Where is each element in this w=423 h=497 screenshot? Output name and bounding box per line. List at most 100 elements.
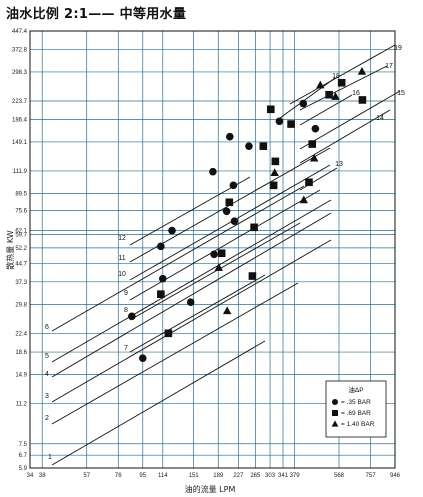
performance-curve-15: [299, 90, 401, 150]
triangle-data-point: [270, 168, 279, 177]
x-tick-label: 341: [278, 473, 289, 479]
square-data-point: [305, 178, 313, 187]
legend: 油ΔP = .35 BAR = .69 BAR = 1.40 BAR: [325, 380, 387, 438]
y-tick-label: 29.8: [15, 302, 27, 308]
x-tick-label: 757: [366, 473, 377, 479]
y-tick-label: 223.7: [12, 99, 28, 105]
legend-circle-icon: [332, 399, 338, 405]
circle-data-point: [157, 242, 165, 251]
performance-curve-2: [51, 282, 299, 425]
circle-data-point: [186, 298, 195, 306]
legend-item-label: = .35 BAR: [341, 399, 371, 406]
performance-curve-3: [51, 239, 332, 403]
circle-data-point: [245, 142, 253, 150]
x-tick-label: 265: [250, 473, 261, 479]
plot-frame: [29, 30, 396, 469]
performance-curve-12: [129, 176, 251, 246]
circle-data-point: [210, 250, 218, 259]
triangle-data-point: [316, 80, 325, 89]
circle-data-point: [311, 124, 320, 133]
square-data-point: [248, 272, 257, 280]
y-tick-label: 59.7: [15, 232, 27, 238]
triangle-data-point: [309, 153, 319, 162]
y-tick-label: 372.8: [12, 47, 28, 53]
curve-label-15: 15: [397, 90, 405, 97]
square-data-point: [157, 290, 165, 298]
circle-data-point: [226, 132, 234, 141]
circle-data-point: [275, 117, 284, 126]
y-tick-label: 298.3: [12, 70, 28, 76]
legend-square-icon: [332, 410, 338, 416]
performance-curve-5: [51, 199, 332, 363]
square-data-point: [217, 249, 226, 258]
curve-label-2: 2: [45, 415, 49, 422]
square-data-point: [358, 96, 367, 104]
x-tick-label: 303: [265, 473, 276, 479]
curve-label-4: 4: [45, 371, 49, 378]
legend-title: 油ΔP: [348, 385, 363, 394]
y-tick-label: 149.1: [12, 140, 28, 146]
y-tick-label: 89.5: [15, 191, 27, 197]
x-tick-label: 379: [290, 473, 301, 479]
triangle-data-point: [214, 263, 224, 271]
y-axis-label: 散热量 KW: [5, 230, 15, 270]
curve-label-16: 16: [352, 90, 360, 97]
x-tick-label: 151: [189, 473, 200, 479]
circle-data-point: [158, 274, 167, 283]
circle-data-point: [222, 207, 231, 216]
curve-label-19: 19: [394, 45, 402, 52]
curve-label-13: 13: [335, 161, 343, 168]
square-data-point: [269, 181, 278, 190]
triangle-data-point: [222, 306, 232, 315]
performance-curve-16: [299, 94, 353, 126]
performance-curve-1: [51, 340, 266, 466]
y-tick-label: 75.6: [15, 209, 27, 215]
y-tick-label: 14.9: [15, 372, 27, 378]
y-tick-label: 22.4: [15, 331, 27, 337]
triangle-data-point: [357, 66, 367, 75]
curve-label-1: 1: [48, 454, 52, 461]
legend-triangle-icon: [331, 420, 339, 427]
square-data-point: [287, 120, 295, 128]
performance-curve-13: [299, 167, 338, 191]
x-tick-label: 57: [83, 473, 90, 479]
triangle-data-point: [331, 92, 340, 100]
square-data-point: [225, 198, 234, 207]
x-tick-label: 189: [213, 473, 224, 479]
curve-label-10: 10: [118, 271, 126, 278]
performance-curve-10: [129, 164, 331, 281]
circle-data-point: [128, 312, 136, 321]
circle-data-point: [230, 217, 239, 226]
legend-item-label: = 1.40 BAR: [341, 421, 375, 428]
curve-label-12: 12: [118, 235, 126, 242]
square-data-point: [308, 140, 317, 148]
square-data-point: [337, 78, 346, 87]
curve-label-5: 5: [45, 353, 49, 360]
performance-curve-4: [51, 212, 332, 378]
curve-label-7: 7: [124, 345, 128, 352]
performance-curve-7: [129, 274, 266, 353]
x-tick-label: 76: [115, 473, 122, 479]
square-data-point: [271, 157, 280, 166]
curve-label-8: 8: [124, 307, 128, 314]
y-tick-label: 11.2: [16, 401, 28, 407]
triangle-data-point: [299, 195, 308, 204]
curve-label-18: 18: [332, 73, 340, 80]
y-tick-label: 44.7: [15, 262, 27, 268]
curve-label-3: 3: [45, 393, 49, 400]
curve-label-9: 9: [124, 290, 128, 297]
x-tick-label: 114: [158, 473, 168, 479]
performance-curve-19: [289, 44, 396, 105]
data-points: [128, 66, 367, 363]
curve-label-14: 14: [376, 115, 384, 122]
performance-curve-17: [299, 65, 388, 111]
chart-title: 油水比例 2:1—— 中等用水量: [6, 7, 187, 22]
square-data-point: [259, 142, 268, 150]
circle-data-point: [138, 354, 147, 363]
circle-data-point: [168, 226, 176, 235]
performance-curve-6: [51, 185, 305, 332]
legend-item-label: = .69 BAR: [341, 410, 371, 417]
x-tick-label: 34: [27, 473, 34, 479]
